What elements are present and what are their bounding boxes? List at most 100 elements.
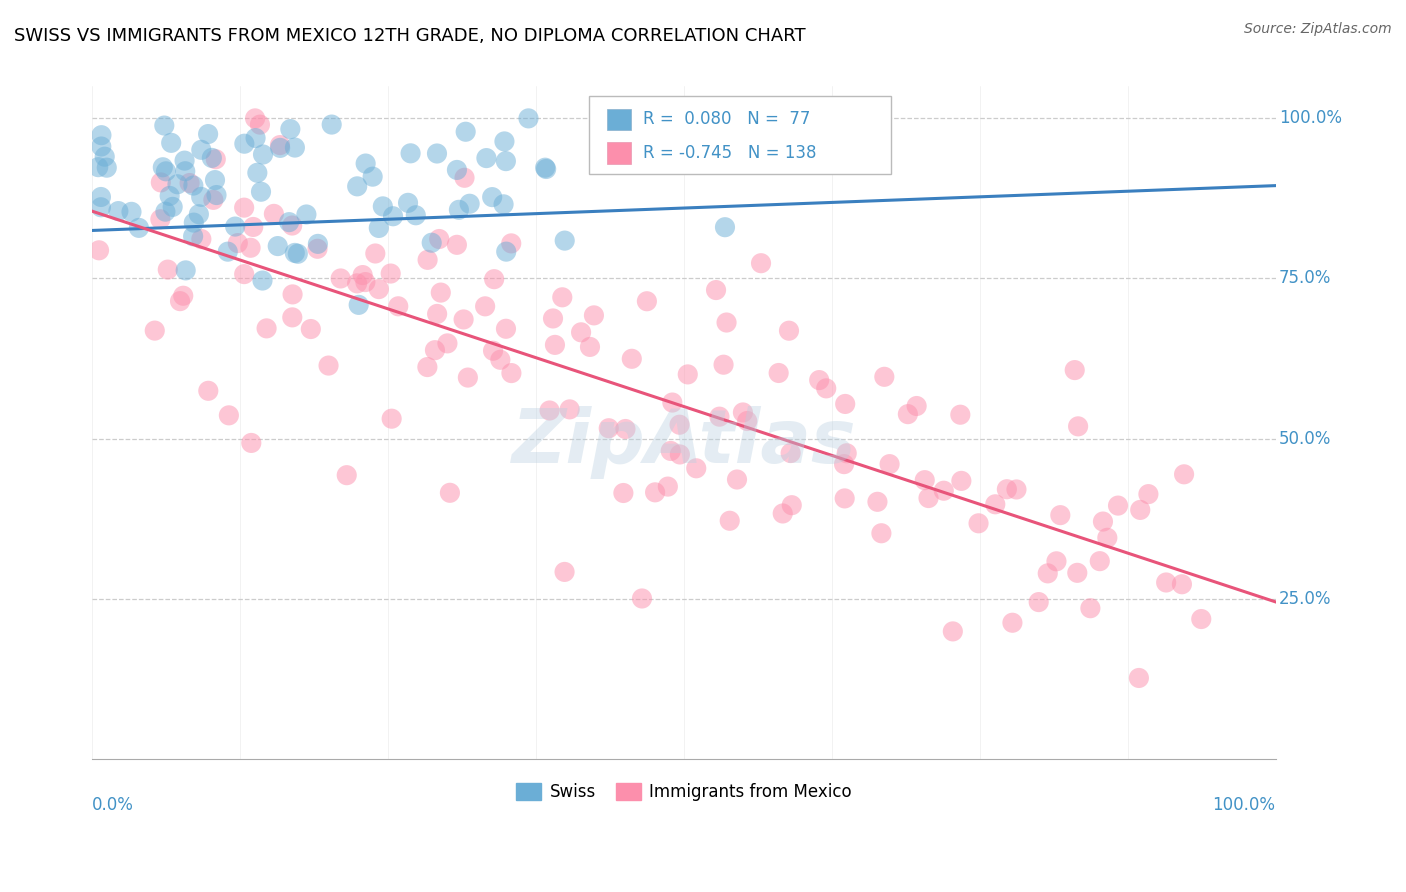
Point bbox=[307, 242, 329, 256]
Point bbox=[354, 156, 377, 170]
Point bbox=[569, 326, 592, 340]
Point bbox=[495, 154, 517, 169]
Point bbox=[245, 131, 267, 145]
Point bbox=[224, 219, 246, 234]
Point bbox=[709, 409, 731, 424]
Point bbox=[614, 422, 637, 436]
Point bbox=[263, 207, 285, 221]
Point bbox=[1137, 487, 1160, 501]
Point bbox=[454, 125, 477, 139]
Point bbox=[361, 169, 384, 184]
Point bbox=[420, 235, 443, 250]
Point bbox=[299, 322, 322, 336]
Point bbox=[1005, 483, 1028, 497]
Point bbox=[287, 247, 309, 261]
Point bbox=[382, 209, 405, 223]
Point bbox=[281, 310, 304, 325]
Point bbox=[897, 407, 920, 421]
Point bbox=[685, 461, 707, 475]
Point bbox=[149, 175, 172, 189]
Point bbox=[870, 526, 893, 541]
Point bbox=[149, 212, 172, 227]
Point bbox=[636, 294, 658, 309]
Point bbox=[183, 216, 205, 230]
Point bbox=[661, 395, 683, 409]
Point bbox=[181, 229, 204, 244]
Point bbox=[90, 139, 112, 153]
Point bbox=[492, 197, 515, 211]
Text: SWISS VS IMMIGRANTS FROM MEXICO 12TH GRADE, NO DIPLOMA CORRELATION CHART: SWISS VS IMMIGRANTS FROM MEXICO 12TH GRA… bbox=[14, 27, 806, 45]
Point bbox=[620, 351, 643, 366]
Point bbox=[1091, 515, 1114, 529]
Point bbox=[380, 267, 402, 281]
Point bbox=[281, 219, 304, 233]
Point bbox=[128, 220, 150, 235]
Point bbox=[1063, 363, 1085, 377]
Point bbox=[1171, 577, 1194, 591]
Point bbox=[197, 384, 219, 398]
Point bbox=[835, 446, 858, 460]
Point bbox=[252, 273, 274, 287]
Point bbox=[233, 267, 256, 281]
Point bbox=[832, 457, 855, 471]
Point bbox=[346, 179, 368, 194]
Point bbox=[453, 170, 475, 185]
Point bbox=[159, 189, 181, 203]
Point bbox=[779, 446, 801, 460]
Point bbox=[942, 624, 965, 639]
Point bbox=[416, 360, 439, 375]
Point bbox=[718, 514, 741, 528]
Point bbox=[713, 358, 735, 372]
Point bbox=[551, 290, 574, 304]
Point bbox=[160, 136, 183, 150]
Point bbox=[295, 207, 318, 221]
Point bbox=[347, 298, 370, 312]
Point bbox=[914, 473, 936, 487]
Point bbox=[815, 381, 838, 395]
Point bbox=[458, 196, 481, 211]
Point bbox=[554, 565, 576, 579]
Point bbox=[426, 307, 449, 321]
Point bbox=[669, 447, 692, 461]
Point bbox=[917, 491, 939, 505]
Point bbox=[1088, 554, 1111, 568]
Point bbox=[269, 141, 291, 155]
Legend: Swiss, Immigrants from Mexico: Swiss, Immigrants from Mexico bbox=[516, 782, 852, 801]
Point bbox=[676, 368, 699, 382]
Point bbox=[834, 491, 856, 506]
Point bbox=[156, 262, 179, 277]
Point bbox=[190, 232, 212, 246]
Point bbox=[534, 161, 557, 176]
Point bbox=[1128, 671, 1150, 685]
Point bbox=[1189, 612, 1212, 626]
Point bbox=[1066, 566, 1088, 580]
Point bbox=[87, 160, 110, 174]
Point bbox=[152, 161, 174, 175]
Point bbox=[281, 287, 304, 301]
Point bbox=[582, 309, 605, 323]
Point bbox=[866, 495, 889, 509]
Point bbox=[1067, 419, 1090, 434]
Point bbox=[318, 359, 340, 373]
Point bbox=[950, 474, 973, 488]
Point bbox=[243, 112, 266, 126]
Point bbox=[329, 271, 352, 285]
Point bbox=[233, 136, 256, 151]
Point bbox=[155, 204, 177, 219]
Text: 50.0%: 50.0% bbox=[1279, 430, 1331, 448]
Point bbox=[879, 457, 901, 471]
Point bbox=[447, 202, 470, 217]
Point bbox=[367, 282, 389, 296]
Point bbox=[87, 244, 110, 258]
Point bbox=[780, 156, 803, 170]
Point bbox=[873, 369, 896, 384]
Point bbox=[517, 112, 540, 126]
Point bbox=[226, 236, 249, 251]
Point bbox=[1045, 554, 1067, 568]
Point bbox=[1107, 499, 1129, 513]
Point bbox=[1173, 467, 1195, 482]
Point bbox=[336, 468, 359, 483]
Point bbox=[1129, 503, 1152, 517]
Point bbox=[107, 204, 129, 219]
Point bbox=[949, 408, 972, 422]
